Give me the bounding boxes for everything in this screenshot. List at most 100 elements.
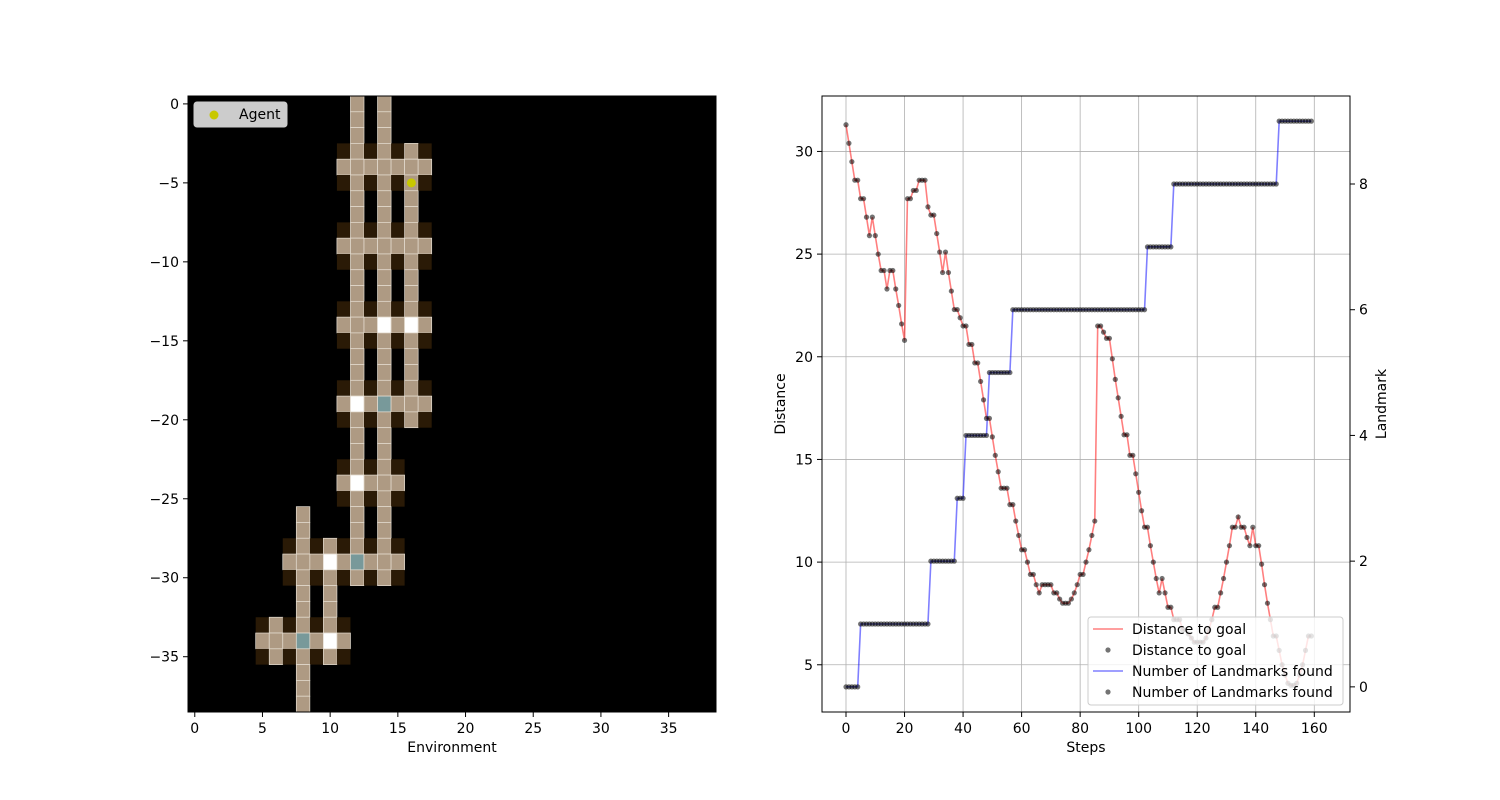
grid-cell bbox=[417, 395, 433, 413]
y-tick-label: 25 bbox=[795, 247, 813, 263]
steps-x-ticks: 0 20 40 60 80 100 120 140 160 bbox=[842, 712, 1328, 737]
grid-cell bbox=[391, 332, 405, 349]
distance-point bbox=[1106, 335, 1113, 341]
grid-cell bbox=[404, 300, 419, 318]
grid-cell bbox=[377, 364, 392, 381]
distance-point bbox=[945, 269, 952, 276]
grid-cell bbox=[390, 395, 405, 413]
x-tick-label: 10 bbox=[321, 721, 339, 737]
distance-point bbox=[1074, 582, 1080, 588]
grid-cell bbox=[336, 316, 351, 334]
grid-cell bbox=[255, 617, 270, 634]
grid-cell bbox=[336, 538, 351, 555]
grid-cell bbox=[377, 158, 392, 176]
grid-cell bbox=[404, 348, 419, 365]
distance-point bbox=[1100, 329, 1107, 335]
environment-y-ticks: 0 −5 −10 −15 −20 −25 −30 −35 bbox=[149, 97, 188, 666]
distance-point bbox=[1218, 590, 1224, 596]
legend-agent-label: Agent bbox=[239, 107, 281, 123]
grid-cell bbox=[377, 332, 392, 350]
y-tick-label: −25 bbox=[149, 492, 179, 508]
distance-point bbox=[1241, 524, 1247, 530]
distance-point bbox=[1226, 543, 1233, 549]
grid-cell bbox=[391, 222, 405, 239]
grid-cell bbox=[309, 617, 324, 634]
distance-point bbox=[866, 233, 873, 239]
grid-cell bbox=[377, 237, 392, 255]
distance-point bbox=[1112, 376, 1118, 382]
grid-cell bbox=[377, 300, 392, 318]
distance-point bbox=[1124, 432, 1130, 438]
grid-cell bbox=[336, 237, 351, 255]
distance-point bbox=[978, 378, 984, 385]
x-tick-label: 35 bbox=[660, 721, 678, 737]
grid-cell bbox=[295, 553, 311, 571]
distance-point bbox=[1089, 532, 1095, 539]
grid-cell bbox=[295, 585, 311, 602]
distance-point bbox=[1261, 582, 1268, 588]
distance-point bbox=[1115, 395, 1121, 401]
grid-cell bbox=[404, 206, 419, 223]
grid-cell bbox=[323, 585, 338, 602]
distance-point bbox=[1215, 604, 1221, 610]
distance-point bbox=[942, 249, 949, 255]
distance-point bbox=[1130, 452, 1136, 458]
grid-cell bbox=[336, 569, 351, 586]
grid-cell bbox=[377, 537, 392, 555]
distance-point bbox=[884, 286, 890, 292]
grid-cell bbox=[350, 190, 365, 207]
x-tick-label: 20 bbox=[457, 721, 475, 737]
steps-x-axis-label: Steps bbox=[1066, 740, 1105, 756]
steps-series bbox=[843, 118, 1314, 690]
distance-point bbox=[1098, 323, 1104, 329]
distance-point bbox=[1068, 596, 1074, 602]
grid-cell bbox=[377, 411, 392, 429]
grid-cell bbox=[404, 253, 419, 271]
y-tick-label: −10 bbox=[149, 255, 179, 271]
distance-point bbox=[1109, 356, 1115, 362]
grid-cell bbox=[363, 553, 378, 571]
distance-point bbox=[922, 177, 928, 183]
distance-point bbox=[1139, 508, 1145, 514]
steps-legend-box bbox=[1087, 616, 1344, 706]
grid-cell bbox=[364, 174, 378, 191]
grid-cell bbox=[391, 380, 405, 397]
grid-cell bbox=[404, 364, 419, 381]
distance-point bbox=[1250, 524, 1256, 530]
legend-distance-marker-label: Distance to goal bbox=[1132, 643, 1246, 659]
distance-point bbox=[992, 452, 998, 458]
grid-cell bbox=[377, 522, 392, 539]
x-tick-label: 5 bbox=[258, 721, 267, 737]
distance-point bbox=[1264, 600, 1271, 606]
grid-cell bbox=[391, 411, 405, 428]
grid-cell bbox=[363, 237, 378, 255]
distance-point bbox=[913, 187, 919, 194]
grid-cell bbox=[377, 143, 392, 160]
grid-cell bbox=[350, 474, 365, 492]
grid-cell bbox=[377, 395, 392, 413]
distance-point bbox=[948, 288, 954, 294]
distance-point bbox=[860, 196, 867, 202]
distance-point bbox=[1048, 582, 1054, 588]
distance-point bbox=[893, 286, 899, 292]
grid-cell bbox=[309, 538, 324, 555]
distance-point bbox=[1118, 413, 1124, 419]
grid-cell bbox=[350, 427, 365, 444]
x-tick-label: 160 bbox=[1301, 721, 1328, 737]
y-tick-label: −5 bbox=[158, 176, 179, 192]
steps-frame bbox=[821, 95, 1351, 713]
distance-point bbox=[1016, 532, 1022, 539]
distance-point bbox=[1247, 543, 1253, 549]
environment-frame bbox=[187, 95, 717, 713]
grid-cell bbox=[377, 95, 392, 113]
grid-cell bbox=[364, 538, 378, 555]
distance-point bbox=[1156, 590, 1162, 596]
grid-cell bbox=[404, 395, 419, 413]
grid-cell bbox=[350, 395, 365, 413]
y-tick-label: 20 bbox=[795, 350, 813, 366]
grid-cell bbox=[377, 222, 392, 239]
landmark-point bbox=[983, 432, 990, 439]
grid-cell bbox=[295, 680, 311, 697]
grid-cell bbox=[309, 648, 324, 665]
distance-point bbox=[1162, 590, 1168, 596]
